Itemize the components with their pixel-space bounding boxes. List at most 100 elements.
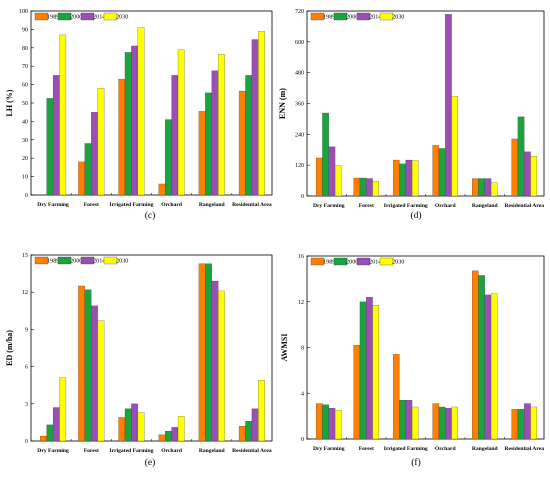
- bar-2000-orchard: [438, 148, 446, 197]
- bar-1989-forest: [78, 161, 85, 196]
- bar-2030-forest: [97, 88, 105, 196]
- y-tick-label: 0: [25, 439, 28, 445]
- bar-2014-orchard: [171, 75, 179, 196]
- category-label: Irrigated Farming: [109, 448, 153, 454]
- bar-2014-dry-farming: [328, 146, 336, 197]
- plot-frame: [306, 255, 545, 440]
- bar-1989-residential-area: [238, 425, 246, 442]
- bar-1989-orchard: [432, 403, 440, 440]
- bar-2000-dry-farming: [46, 424, 54, 442]
- category-label: Forest: [84, 448, 99, 454]
- bar-2030-residential-area: [258, 380, 265, 442]
- bar-2030-orchard: [451, 406, 459, 440]
- legend-swatch-1989: [310, 12, 325, 21]
- bar-2000-dry-farming: [46, 98, 54, 196]
- legend-label-1989: 1989: [47, 258, 59, 265]
- legend-swatch-2014: [356, 257, 371, 266]
- bar-2014-irrigated-farming: [405, 399, 413, 440]
- bar-2000-residential-area: [517, 116, 525, 197]
- legend-label-2014: 2014: [93, 258, 105, 265]
- y-tick-label: 600: [295, 40, 304, 46]
- plot-frame: [306, 10, 545, 197]
- bar-2000-rangeland: [205, 263, 212, 442]
- bar-2030-forest: [372, 305, 380, 440]
- y-tick-label: 15: [22, 253, 28, 259]
- bar-1989-irrigated-farming: [118, 417, 126, 442]
- bar-2030-rangeland: [490, 293, 498, 440]
- legend-label-2030: 2030: [392, 14, 404, 21]
- bar-2014-forest: [91, 112, 98, 196]
- chart-panel-4: 0 4 8 12 16 AWMSI Dry Farming Forest Irrigated F…: [280, 254, 545, 468]
- bar-1989-rangeland: [198, 111, 206, 196]
- bar-2014-irrigated-farming: [131, 403, 138, 442]
- bar-1989-irrigated-farming: [392, 159, 400, 197]
- legend-label-1989: 1989: [47, 14, 59, 21]
- chart-panel-2: 0 120 240 360 480 600 720 ENN (m) Dry Farming For…: [278, 9, 545, 221]
- legend-label-2030: 2030: [116, 14, 128, 21]
- category-label: Forest: [359, 446, 374, 452]
- legend-label-2030: 2030: [392, 259, 404, 266]
- category-label: Irrigated Farming: [384, 446, 428, 452]
- legend-swatch-1989: [310, 257, 325, 266]
- bar-1989-residential-area: [511, 409, 519, 440]
- legend-swatch-2000: [333, 12, 348, 21]
- bar-1989-rangeland: [471, 178, 479, 197]
- legend-label-2014: 2014: [93, 14, 105, 21]
- bar-2000-orchard: [438, 406, 446, 440]
- bar-2000-orchard: [165, 119, 172, 196]
- y-tick-label: 12: [22, 290, 28, 296]
- bar-2014-dry-farming: [52, 407, 60, 442]
- category-label: Rangeland: [199, 448, 226, 454]
- bar-2014-irrigated-farming: [405, 159, 413, 197]
- bar-1989-forest: [78, 285, 85, 442]
- panel-label: (c): [145, 210, 156, 221]
- bar-1989-orchard: [158, 434, 166, 442]
- y-tick-label: 70: [22, 64, 28, 70]
- y-tick-label: 90: [22, 27, 28, 33]
- y-tick-label: 480: [295, 71, 304, 77]
- y-tick-label: 60: [22, 83, 28, 89]
- y-tick-label: 30: [22, 138, 28, 144]
- bar-2014-residential-area: [524, 151, 531, 197]
- y-tick-label: 100: [19, 9, 28, 15]
- panel-label: (f): [411, 457, 421, 468]
- y-tick-label: 0: [301, 194, 304, 200]
- category-label: Forest: [84, 202, 99, 208]
- category-label: Dry Farming: [37, 448, 69, 454]
- bar-2000-dry-farming: [322, 404, 329, 440]
- bar-2000-residential-area: [245, 421, 253, 442]
- bar-2030-rangeland: [218, 54, 225, 196]
- bar-2014-orchard: [171, 427, 179, 442]
- bar-2000-orchard: [165, 430, 172, 442]
- bar-2000-forest: [359, 301, 367, 440]
- legend-swatch-2014: [80, 256, 95, 265]
- bar-2030-irrigated-farming: [411, 406, 419, 440]
- category-label: Residential Area: [504, 203, 544, 209]
- y-tick-label: 6: [25, 365, 28, 371]
- bar-2030-dry-farming: [334, 165, 342, 197]
- category-label: Dry Farming: [313, 446, 345, 452]
- legend-label-2030: 2030: [116, 258, 128, 265]
- y-tick-label: 10: [22, 175, 28, 181]
- bar-2000-residential-area: [517, 409, 525, 440]
- bar-2000-residential-area: [245, 75, 253, 196]
- bar-2014-dry-farming: [52, 75, 60, 196]
- y-tick-label: 0: [301, 437, 304, 443]
- bar-2014-rangeland: [211, 70, 219, 196]
- bar-2014-rangeland: [211, 280, 219, 442]
- bar-2000-irrigated-farming: [124, 52, 132, 196]
- category-label: Dry Farming: [37, 202, 69, 208]
- bar-2030-orchard: [177, 416, 185, 442]
- bar-2014-rangeland: [484, 178, 492, 197]
- legend: 1989 2000 2014 2030: [310, 12, 404, 21]
- bar-2014-residential-area: [251, 408, 259, 442]
- bar-2014-orchard: [445, 14, 452, 197]
- panel-label: (d): [410, 210, 421, 221]
- category-label: Irrigated Farming: [109, 202, 153, 208]
- y-tick-label: 50: [22, 101, 28, 107]
- bar-2030-irrigated-farming: [411, 160, 419, 197]
- bar-2030-rangeland: [490, 182, 498, 197]
- bar-2000-rangeland: [478, 275, 485, 440]
